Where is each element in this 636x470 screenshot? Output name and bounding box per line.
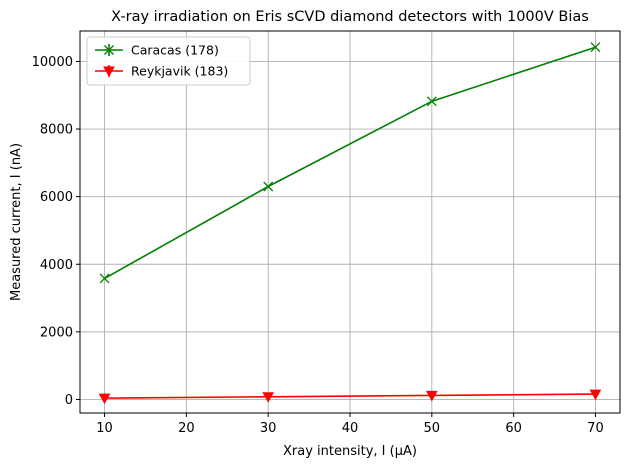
series-line xyxy=(104,46,596,280)
x-tick-label: 10 xyxy=(96,421,113,436)
data-point xyxy=(590,42,601,53)
x-tick-label: 60 xyxy=(505,421,522,436)
grid xyxy=(80,31,620,413)
y-tick-label: 0 xyxy=(65,393,73,408)
data-point xyxy=(589,389,602,401)
data-point xyxy=(425,390,438,402)
series-2 xyxy=(98,389,602,405)
chart-title: X-ray irradiation on Eris sCVD diamond d… xyxy=(111,9,589,25)
y-tick-label: 8000 xyxy=(40,123,73,138)
y-tick-label: 2000 xyxy=(40,325,73,340)
legend-entry: Caracas (178) xyxy=(95,43,219,58)
y-tick-label: 4000 xyxy=(40,258,73,273)
legend-label: Caracas (178) xyxy=(131,43,219,58)
x-tick-label: 40 xyxy=(342,421,359,436)
data-point xyxy=(98,393,111,405)
series-1 xyxy=(99,42,601,284)
legend-marker xyxy=(104,45,114,55)
data-point xyxy=(426,96,437,107)
y-axis-label: Measured current, I (nA) xyxy=(9,143,24,301)
legend: Caracas (178) Reykjavik (183) xyxy=(86,36,251,86)
y-tick-label: 6000 xyxy=(40,190,73,205)
legend-label: Reykjavik (183) xyxy=(131,64,228,79)
y-tick-label: 10000 xyxy=(32,55,73,70)
x-tick-label: 70 xyxy=(587,421,604,436)
legend-box xyxy=(86,36,251,86)
data-point xyxy=(262,392,275,403)
series-line xyxy=(104,393,596,399)
x-tick-label: 30 xyxy=(260,421,277,436)
x-axis-label: Xray intensity, I (μA) xyxy=(283,444,417,459)
x-tick-label: 50 xyxy=(424,421,441,436)
data-point xyxy=(263,181,274,192)
ticks: 10 20 30 40 50 60 70 0 2000 4000 6000 8000 10000 xyxy=(32,55,604,436)
series-layer xyxy=(98,42,602,405)
data-point xyxy=(99,273,110,284)
legend-marker xyxy=(103,66,115,78)
legend-entry: Reykjavik (183) xyxy=(95,64,228,79)
x-tick-label: 20 xyxy=(178,421,195,436)
